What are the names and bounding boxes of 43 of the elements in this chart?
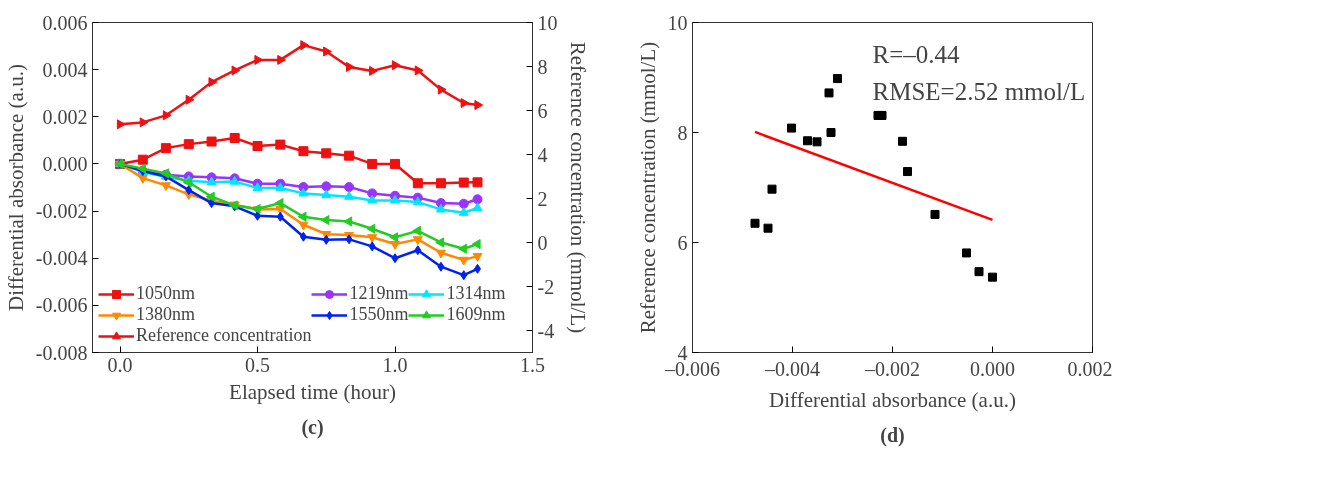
y-tick-label: -0.006 xyxy=(35,294,88,317)
y-tick-label: 0.004 xyxy=(42,58,88,81)
annotation: R=–0.44 xyxy=(872,40,961,68)
text: (d) xyxy=(880,423,905,447)
y2-tick-label: 4 xyxy=(537,143,548,166)
x-axis-title: Differential absorbance (a.u.) xyxy=(769,387,1016,412)
x-tick-label: 0.5 xyxy=(245,353,270,376)
legend-label: 1380nm xyxy=(136,304,196,325)
legend-label: 1609nm xyxy=(446,304,506,325)
text: (c) xyxy=(301,415,324,439)
y2-tick-label: -4 xyxy=(537,319,555,342)
y-tick-label: 0.000 xyxy=(42,152,88,175)
y2-tick-label: 10 xyxy=(537,11,558,34)
legend-label: 1050nm xyxy=(136,283,196,304)
x-tick-label: 0.002 xyxy=(1067,357,1113,380)
y2-axis-title: Reference concentration (mmol/L) xyxy=(565,41,590,334)
y2-tick-label: 6 xyxy=(537,99,548,122)
y-axis-title: Differential absorbance (a.u.) xyxy=(3,64,28,311)
y2-tick-label: -2 xyxy=(537,275,555,298)
legend-label: 1550nm xyxy=(349,304,409,325)
y-tick-label: 6 xyxy=(677,231,688,254)
legend-label: 1219nm xyxy=(349,283,409,304)
y-tick-label: -0.008 xyxy=(35,341,88,364)
x-tick-label: –0.002 xyxy=(864,357,920,380)
legend-label: Reference concentration xyxy=(136,325,312,346)
y-tick-label: 0.006 xyxy=(42,11,88,34)
x-tick-label: 1.0 xyxy=(382,353,408,376)
x-tick-label: –0.004 xyxy=(764,357,820,380)
y-tick-label: 0.002 xyxy=(42,105,88,128)
y-tick-label: -0.004 xyxy=(35,247,88,270)
y-axis-title: Reference concentration (mmol/L) xyxy=(635,41,660,334)
x-tick-label: 0.0 xyxy=(107,353,133,376)
x-tick-label: 0.000 xyxy=(970,357,1015,380)
y2-tick-label: 0 xyxy=(537,231,548,254)
legend-label: 1314nm xyxy=(446,283,506,304)
x-tick-label: 1.5 xyxy=(520,353,545,376)
y-tick-label: -0.002 xyxy=(35,200,88,223)
y2-tick-label: 2 xyxy=(537,187,548,210)
annotation: RMSE=2.52 mmol/L xyxy=(872,77,1086,105)
y-tick-label: 8 xyxy=(677,121,688,144)
y-tick-label: 10 xyxy=(667,11,688,34)
x-axis-title: Elapsed time (hour) xyxy=(229,379,396,404)
y2-tick-label: 8 xyxy=(537,55,548,78)
